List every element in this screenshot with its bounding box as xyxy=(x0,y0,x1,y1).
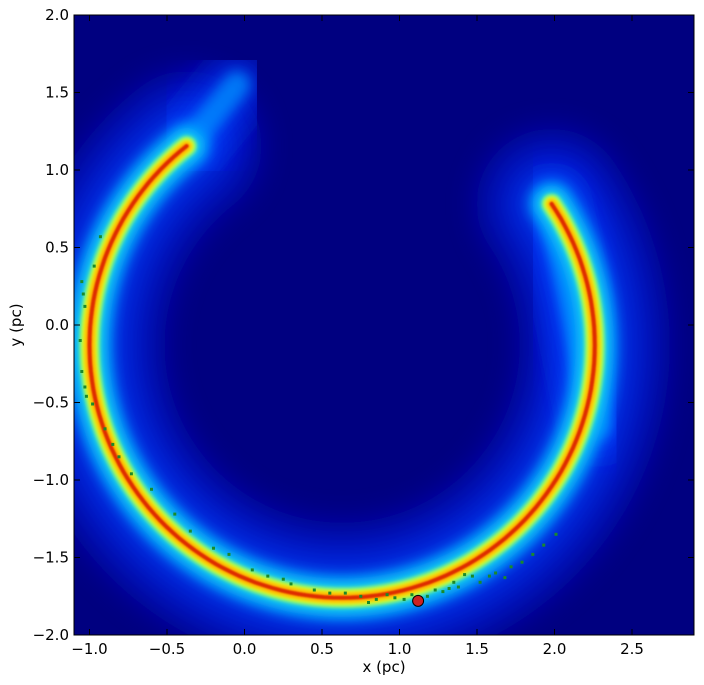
star-point xyxy=(212,546,215,550)
star-point xyxy=(531,552,535,556)
star-point xyxy=(111,442,115,446)
star-point xyxy=(385,593,389,597)
star-point xyxy=(494,571,498,575)
star-point xyxy=(367,601,370,604)
heat-core-red xyxy=(87,144,597,600)
x-tick-label: 2.5 xyxy=(620,640,644,658)
y-tick-label: 2.0 xyxy=(45,6,69,24)
star-point xyxy=(478,580,482,584)
star-point xyxy=(289,582,293,586)
star-point xyxy=(554,532,558,536)
star-point xyxy=(83,304,87,308)
star-point xyxy=(374,597,378,601)
star-point xyxy=(402,597,406,601)
x-tick-label: 1.0 xyxy=(388,640,412,658)
x-tick-label: 0.5 xyxy=(310,640,334,658)
star-point xyxy=(343,591,347,595)
y-tick-label: 1.5 xyxy=(45,84,69,102)
x-axis-label: x (pc) xyxy=(362,658,405,676)
star-point xyxy=(312,588,316,592)
y-tick-label: 1.0 xyxy=(45,161,69,179)
highlight-marker-group xyxy=(412,594,425,607)
star-point xyxy=(359,594,363,598)
star-point xyxy=(487,574,491,578)
star-point xyxy=(250,568,254,572)
star-point xyxy=(129,472,133,476)
star-point xyxy=(83,385,87,389)
star-point xyxy=(281,577,285,581)
star-point xyxy=(91,402,95,406)
y-tick-label: 0.5 xyxy=(45,239,69,257)
y-tick-label: 0.0 xyxy=(45,316,69,334)
star-point xyxy=(92,264,96,268)
star-point xyxy=(542,543,546,547)
x-tick-label: 2.0 xyxy=(543,640,567,658)
star-point xyxy=(103,427,107,431)
y-axis-label: y (pc) xyxy=(7,303,25,346)
star-point xyxy=(456,585,460,589)
star-point xyxy=(84,394,88,398)
star-point xyxy=(509,565,513,569)
x-tick-label: −0.5 xyxy=(149,640,185,658)
x-tick-label: 0.0 xyxy=(233,640,257,658)
star-point xyxy=(117,455,121,459)
star-point xyxy=(410,593,414,597)
star-point xyxy=(227,552,231,556)
star-point xyxy=(173,512,177,516)
highlight-marker xyxy=(412,594,425,607)
star-point xyxy=(425,594,429,598)
star-point xyxy=(81,292,85,296)
star-point xyxy=(150,487,153,491)
star-point xyxy=(393,596,397,600)
axis-ticks: −1.0 −0.5 0.0 0.5 1.0 1.5 2.0 2.5 2.0 1.5 1.0 0.5 0.… xyxy=(33,6,694,658)
y-tick-label: −2.0 xyxy=(33,626,69,644)
x-tick-label: −1.0 xyxy=(71,640,107,658)
star-point xyxy=(80,280,84,284)
density-heatmap xyxy=(74,43,670,635)
star-point xyxy=(463,573,467,577)
star-point xyxy=(98,235,102,239)
y-tick-label: −0.5 xyxy=(33,394,69,412)
star-point xyxy=(503,576,507,580)
star-markers xyxy=(78,235,558,604)
y-tick-label: −1.0 xyxy=(33,471,69,489)
star-point xyxy=(452,580,456,584)
star-point xyxy=(441,590,445,594)
star-point xyxy=(188,529,192,533)
star-point xyxy=(80,370,84,373)
star-point xyxy=(433,588,437,592)
star-point xyxy=(78,339,82,342)
star-point xyxy=(520,560,524,564)
x-tick-label: 1.5 xyxy=(465,640,489,658)
star-point xyxy=(470,574,474,578)
y-tick-label: −1.5 xyxy=(33,549,69,567)
star-point xyxy=(328,591,332,595)
star-point xyxy=(447,587,451,590)
star-point xyxy=(266,574,270,578)
